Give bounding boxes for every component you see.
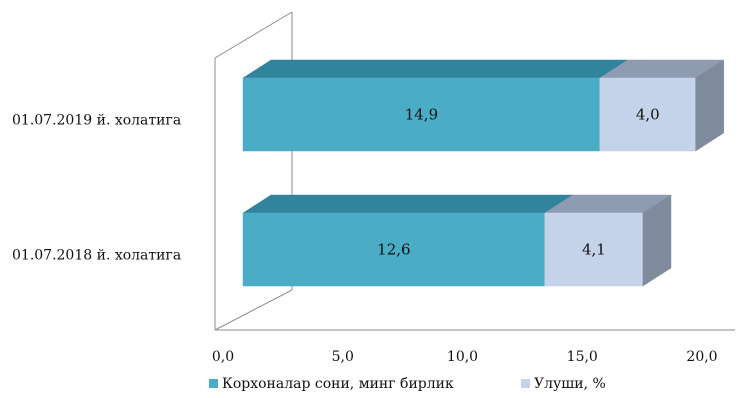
bar-segment [544,212,644,287]
data-label: 4,0 [636,106,660,124]
legend-label: Корхоналар сони, минг бирлик [222,376,454,392]
x-tick-label: 5,0 [332,349,354,365]
bar-side-face [695,59,724,152]
bar-segment [599,77,696,152]
legend: Корхоналар сони, минг бирлик Улуши, % [209,376,606,392]
bar-segment [242,212,546,287]
legend-swatch [209,379,218,388]
x-tick-label: 0,0 [212,349,234,365]
x-tick-label: 20,0 [686,349,717,365]
x-tick-label: 10,0 [447,349,478,365]
x-tick-label: 15,0 [567,349,598,365]
chart-bars: 14,9 4,0 12,6 4,1 [242,59,725,287]
back-wall-top-edge [214,11,293,59]
legend-label: Улуши, % [534,376,606,392]
legend-swatch [521,379,530,388]
bar-top-face [242,194,574,214]
data-label: 4,1 [582,241,606,259]
y-axis-categories: 01.07.2019 й. холатига 01.07.2018 й. хола… [12,113,181,264]
floor-left-edge [214,289,293,331]
category-label: 01.07.2018 й. холатига [12,248,181,264]
x-axis-ticks: 0,0 5,0 10,0 15,0 20,0 [212,349,718,365]
bar-side-face [642,194,672,287]
data-label: 14,9 [405,106,438,124]
bar-segment [242,77,601,152]
category-label: 01.07.2019 й. холатига [12,113,181,129]
data-label: 12,6 [377,241,410,259]
bar-top-face [242,59,629,79]
